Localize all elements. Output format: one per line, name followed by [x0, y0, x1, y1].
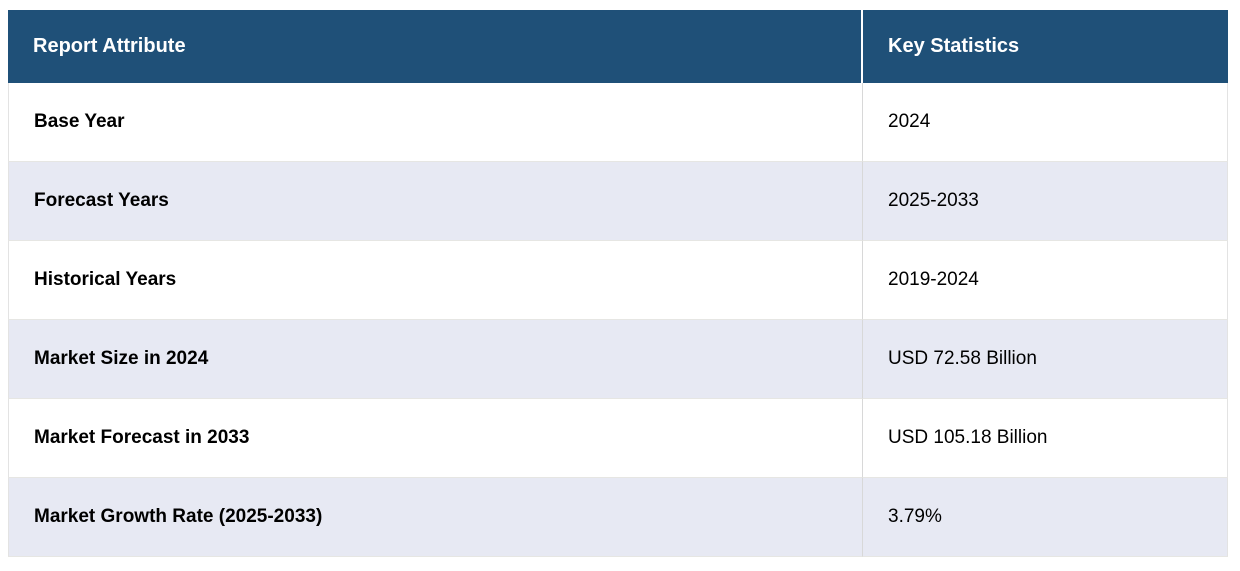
report-summary-section: Report Attribute Key Statistics Base Yea…: [8, 10, 1228, 557]
attribute-cell: Market Size in 2024: [8, 320, 863, 399]
attribute-cell: Forecast Years: [8, 162, 863, 241]
table-row-base-year: Base Year 2024: [8, 83, 1228, 162]
column-header-report-attribute: Report Attribute: [8, 10, 863, 83]
attribute-cell: Market Forecast in 2033: [8, 399, 863, 478]
table-row-market-growth-rate: Market Growth Rate (2025-2033) 3.79%: [8, 478, 1228, 557]
report-attributes-table: Report Attribute Key Statistics Base Yea…: [8, 10, 1228, 557]
attribute-cell: Historical Years: [8, 241, 863, 320]
value-cell: 2019-2024: [863, 241, 1228, 320]
table-row-historical-years: Historical Years 2019-2024: [8, 241, 1228, 320]
value-cell: 3.79%: [863, 478, 1228, 557]
value-cell: USD 105.18 Billion: [863, 399, 1228, 478]
value-cell: 2025-2033: [863, 162, 1228, 241]
value-cell: 2024: [863, 83, 1228, 162]
value-cell: USD 72.58 Billion: [863, 320, 1228, 399]
attribute-cell: Base Year: [8, 83, 863, 162]
table-row-market-size: Market Size in 2024 USD 72.58 Billion: [8, 320, 1228, 399]
table-row-market-forecast: Market Forecast in 2033 USD 105.18 Billi…: [8, 399, 1228, 478]
table-row-forecast-years: Forecast Years 2025-2033: [8, 162, 1228, 241]
table-header: Report Attribute Key Statistics: [8, 10, 1228, 83]
column-header-key-statistics: Key Statistics: [863, 10, 1228, 83]
header-row: Report Attribute Key Statistics: [8, 10, 1228, 83]
attribute-cell: Market Growth Rate (2025-2033): [8, 478, 863, 557]
table-body: Base Year 2024 Forecast Years 2025-2033 …: [8, 83, 1228, 557]
